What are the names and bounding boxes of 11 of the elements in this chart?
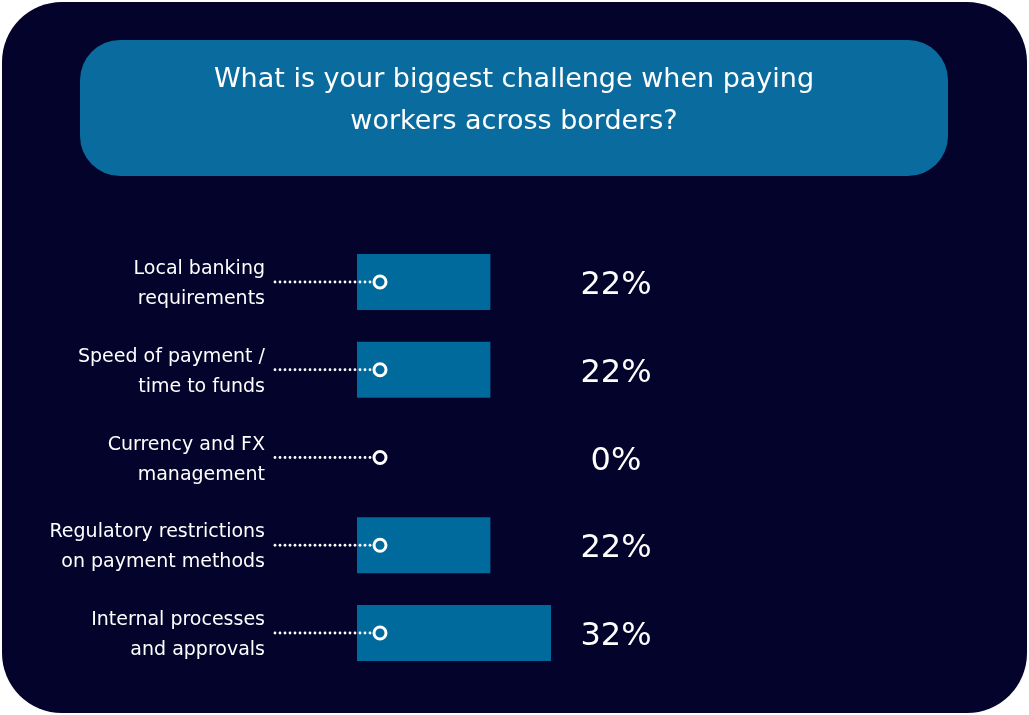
y-tick-label: Local banking requirements xyxy=(133,256,265,308)
y-tick-label: Internal processes and approvals xyxy=(91,607,265,659)
data-label: 0% xyxy=(590,439,642,478)
data-label: 32% xyxy=(580,615,652,653)
data-label: 22% xyxy=(580,527,652,566)
y-tick-label: Regulatory restrictions on payment methods xyxy=(49,519,265,572)
chart-title: What is your biggest challenge when paying workers across borders? xyxy=(213,62,815,135)
data-label: 22% xyxy=(580,351,652,390)
data-label: 22% xyxy=(580,264,652,302)
y-tick-label: Speed of payment / time to funds xyxy=(77,343,266,396)
y-tick-label: Currency and FX management xyxy=(107,431,265,484)
